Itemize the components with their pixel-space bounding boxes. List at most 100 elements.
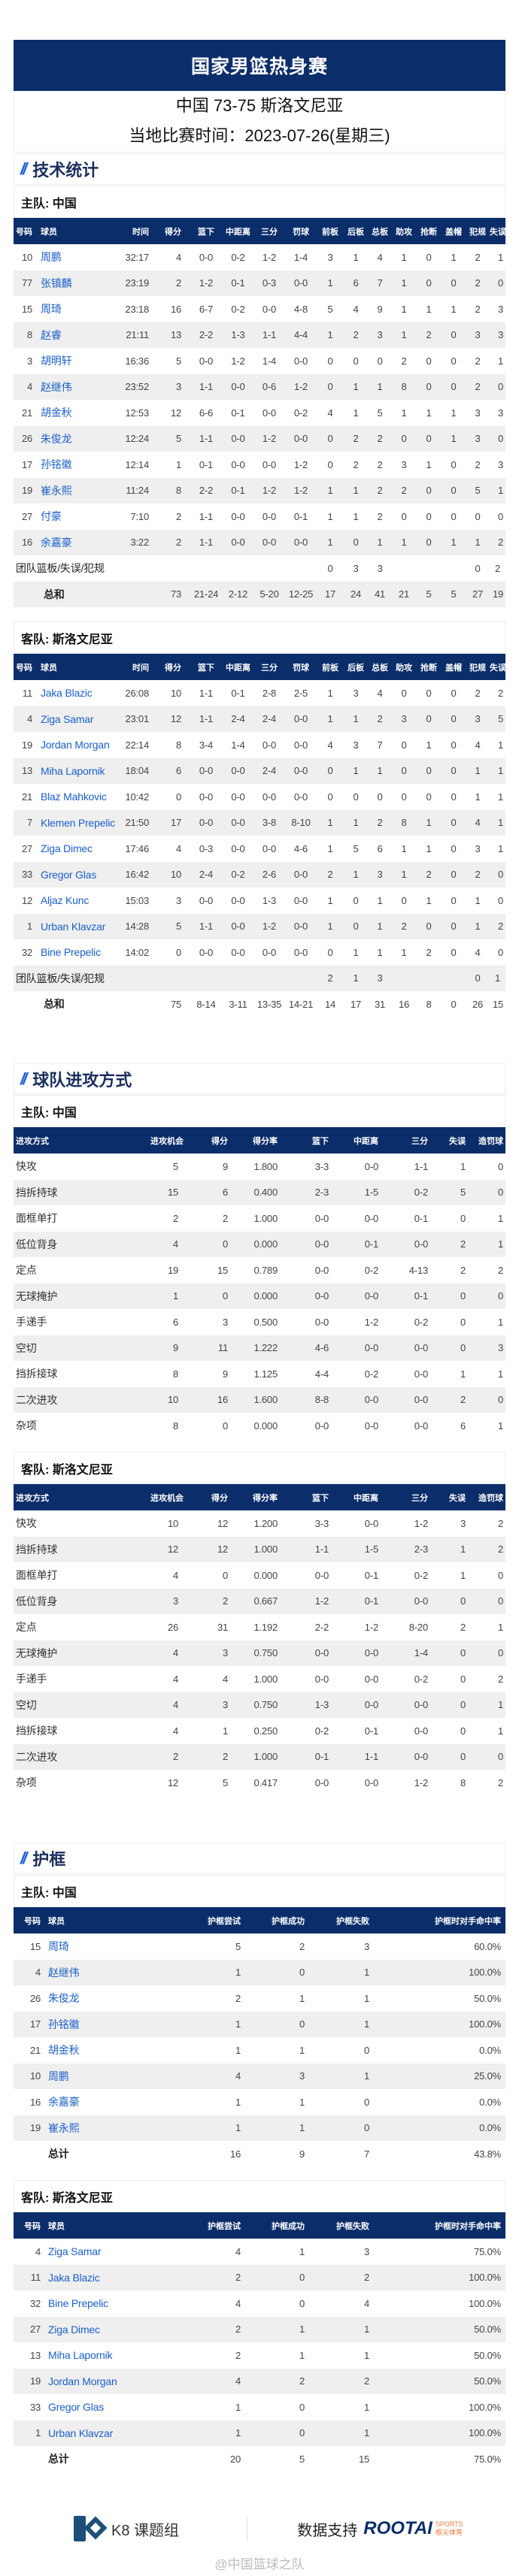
stat-cell: 1-4	[414, 1647, 428, 1659]
player-name-link[interactable]: 周琦	[48, 1940, 69, 1953]
stat-cell: 5	[222, 1776, 228, 1788]
stat-cell: 0-0	[199, 817, 214, 829]
stat-cell: 100.0%	[469, 2401, 501, 2413]
stat-cell: 2	[401, 485, 407, 497]
stat-cell: 0	[401, 765, 407, 777]
player-name-link[interactable]: 崔永熙	[41, 484, 72, 497]
stat-cell: 2	[426, 329, 432, 341]
player-name-link[interactable]: 周鹏	[48, 2070, 69, 2082]
player-row: 21 胡金秋 12:53 12 6-6 0-1 0-0 0-2 4 1 5 1 1 1 3 3	[14, 400, 505, 426]
stat-cell: 17	[324, 588, 336, 600]
stat-cell: 0	[426, 713, 432, 725]
stat-cell: 21	[398, 588, 410, 600]
player-name-link[interactable]: Ziga Samar	[48, 2245, 102, 2258]
stat-cell: 3-3	[314, 1160, 329, 1172]
player-name-link[interactable]: Urban Klavzar	[48, 2426, 114, 2439]
play-type: 挡拆持球	[16, 1543, 58, 1556]
player-name-link[interactable]: 周鹏	[41, 251, 62, 264]
column-header: 护框尝试	[208, 2221, 241, 2231]
column-header: 球员	[41, 227, 57, 237]
total-row: 总和 73 21-24 2-12 5-20 12-25 17 24 41 21 5 5 27 19	[14, 581, 505, 607]
player-name-link[interactable]: Blaz Mahkovic	[41, 791, 107, 803]
column-header: 中距离	[354, 1493, 378, 1503]
stat-cell: 0-0	[364, 1420, 378, 1432]
player-name-link[interactable]: Miha Lapornik	[48, 2349, 113, 2362]
team-row: 团队篮板/失误/犯规 2 1 3 0 1	[14, 965, 505, 991]
player-name-link[interactable]: 孙铭徽	[41, 458, 72, 471]
column-header: 后板	[348, 227, 364, 237]
player-name-link[interactable]: 胡明轩	[41, 355, 72, 367]
player-name-link[interactable]: 胡金秋	[41, 407, 72, 419]
player-name-link[interactable]: Bine Prepelic	[41, 946, 101, 959]
player-row: 13 Miha Lapornik 18:04 6 0-0 0-0 2-4 0-0 0 1 1 0 0 0 1…	[14, 757, 505, 784]
team-label-away: 客队: 斯洛文尼亚	[14, 2180, 505, 2212]
stat-cell: 1	[363, 2427, 369, 2439]
stat-cell: 0-0	[199, 765, 214, 777]
stat-cell: 1-1	[199, 510, 214, 522]
player-name-link[interactable]: 余嘉豪	[41, 536, 72, 549]
stat-cell: 2	[460, 1621, 466, 1633]
stat-cell: 1	[377, 765, 383, 777]
player-name-link[interactable]: 崔永熙	[48, 2121, 80, 2134]
table-header: 号码 球员 护框尝试 护框成功 护框失败 护框时对手命中率	[14, 2212, 505, 2239]
player-name-link[interactable]: Ziga Dimec	[48, 2323, 100, 2336]
player-name-link[interactable]: Jordan Morgan	[48, 2375, 117, 2387]
stat-cell: 5	[353, 842, 359, 854]
player-name-link[interactable]: 赵睿	[41, 328, 62, 341]
stat-cell: 4	[235, 2245, 241, 2257]
player-name-link[interactable]: Ziga Dimec	[41, 842, 93, 855]
player-name-link[interactable]: 朱俊龙	[41, 432, 72, 445]
player-name-link[interactable]: Ziga Samar	[41, 712, 94, 725]
player-row: 19 Jordan Morgan 22:14 8 3-4 1-4 0-0 0-0 4 3 7 0 1 0 4…	[14, 732, 505, 758]
player-name-link[interactable]: Miha Lapornik	[41, 764, 105, 777]
stat-cell: 14:28	[125, 921, 149, 933]
player-name-link[interactable]: Jordan Morgan	[41, 739, 110, 751]
player-name-link[interactable]: Aljaz Kunc	[41, 894, 90, 907]
stat-cell: 21-24	[193, 588, 219, 600]
player-name-link[interactable]: Bine Prepelic	[48, 2297, 108, 2310]
stat-cell: 8	[401, 381, 407, 393]
stat-cell: 1	[299, 2245, 305, 2257]
stat-cell: 1	[377, 537, 383, 549]
stat-cell: 4	[26, 713, 32, 725]
team-row-label: 团队篮板/失误/犯规	[16, 972, 105, 984]
player-name-link[interactable]: Jaka Blazic	[41, 687, 93, 700]
player-name-link[interactable]: 赵继伟	[48, 1966, 80, 1979]
data-support: 数据支持 ROOTAI SPORTS 根尖体育	[255, 2518, 505, 2540]
player-name-link[interactable]: 朱俊龙	[48, 1992, 80, 2005]
player-name-link[interactable]: 余嘉豪	[48, 2096, 80, 2109]
player-name-link[interactable]: Klemen Prepelic	[41, 816, 115, 829]
stat-cell: 1	[497, 817, 503, 829]
team-label-home: 主队: 中国	[14, 1095, 505, 1127]
player-name-link[interactable]: Gregor Glas	[41, 868, 97, 881]
stat-cell: 0-1	[231, 687, 245, 699]
player-name-link[interactable]: Jaka Blazic	[48, 2271, 100, 2284]
player-name-link[interactable]: 胡金秋	[48, 2044, 80, 2057]
player-name-link[interactable]: 周琦	[41, 303, 62, 316]
stat-cell: 0	[460, 1647, 466, 1659]
stat-cell: 1	[451, 537, 457, 549]
stat-cell: 27	[21, 510, 32, 522]
stat-cell: 0	[497, 1751, 503, 1763]
stat-cell: 2	[475, 458, 481, 470]
stat-cell: 0	[426, 537, 432, 549]
player-name-link[interactable]: 付豪	[41, 510, 62, 523]
stat-cell: 0-0	[199, 791, 214, 803]
stat-cell: 2	[475, 869, 481, 881]
stat-cell: 1	[377, 894, 383, 906]
stat-cell: 1.800	[253, 1160, 278, 1172]
stat-cell: 1	[451, 251, 457, 263]
stat-cell: 1	[426, 458, 432, 470]
player-name-link[interactable]: 赵继伟	[41, 380, 72, 393]
stat-cell: 0	[299, 2401, 305, 2413]
stat-cell: 0	[451, 817, 457, 829]
column-header: 篮下	[312, 1136, 329, 1146]
player-name-link[interactable]: Urban Klavzar	[41, 920, 106, 933]
player-name-link[interactable]: 张镇麟	[41, 277, 72, 289]
offense-row: 手递手 4 4 1.000 0-0 0-0 0-2 0 2	[14, 1666, 505, 1692]
player-name-link[interactable]: Gregor Glas	[48, 2401, 105, 2414]
player-name-link[interactable]: 孙铭徽	[48, 2018, 80, 2030]
stat-cell: 0	[451, 713, 457, 725]
stat-cell: 0-1	[231, 485, 245, 497]
stat-cell: 0	[222, 1569, 228, 1581]
